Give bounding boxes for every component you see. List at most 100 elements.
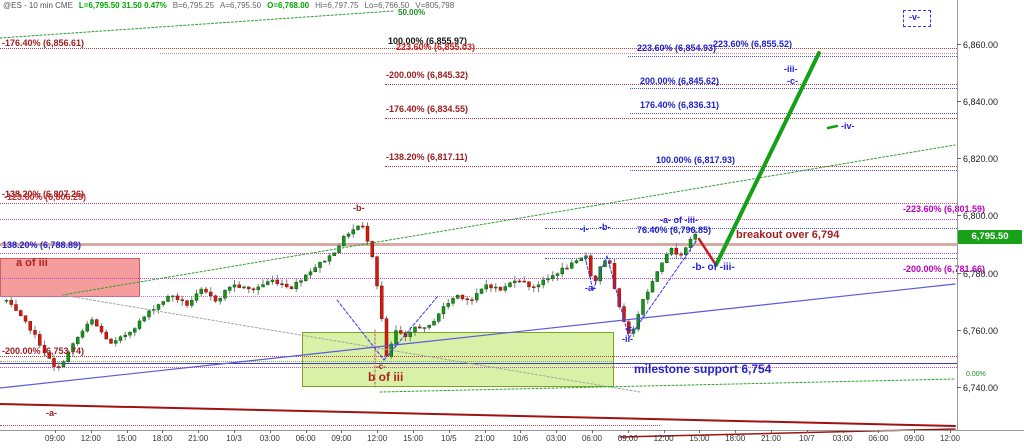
time-tick-mark — [914, 430, 916, 433]
time-tick-mark — [878, 430, 880, 433]
candle-down — [19, 310, 23, 316]
fib-level-line — [160, 53, 957, 54]
fib-label: 223.60% (6,855.52) — [713, 39, 793, 49]
fib-level-line — [628, 56, 957, 57]
candle-down — [185, 300, 189, 306]
wave-label: -i- — [580, 224, 589, 234]
candle-up — [137, 320, 142, 329]
candle-down — [365, 225, 370, 242]
candle-up — [337, 245, 341, 254]
candle-down — [14, 304, 18, 311]
time-tick-mark — [556, 430, 558, 433]
quote-header-segment: A=6,795.50 — [219, 1, 262, 10]
fib-level-line — [0, 361, 612, 362]
candle-up — [351, 229, 355, 235]
breakout-annotation: breakout over 6,794 — [736, 229, 840, 241]
time-tick-mark — [90, 430, 92, 433]
candle-down — [380, 285, 384, 319]
price-tick-label: 6,740.00 — [963, 383, 999, 393]
time-tick-mark — [55, 430, 56, 433]
wave-label: -c- — [787, 76, 798, 86]
candle-up — [294, 281, 298, 290]
candle-down — [617, 288, 621, 307]
fib-label: -138.20% (6,817.11) — [386, 152, 468, 162]
fib-label: 223.60% (6,854.93) — [637, 43, 717, 53]
price-tick-label: 6,800.00 — [963, 211, 999, 221]
candle-up — [166, 296, 170, 302]
candle-down — [275, 279, 279, 284]
time-tick-label: 21:00 — [474, 434, 495, 443]
candle-down — [517, 280, 522, 283]
candle-down — [289, 286, 294, 290]
time-tick-label: 12:00 — [653, 434, 674, 443]
quote-header: @ES - 10 min CME L=6,795.50 31.50 0.47% B=… — [3, 1, 460, 10]
time-tick-mark — [627, 430, 629, 433]
fib-label: 76.40% (6,796.85) — [637, 225, 712, 235]
trend-dotted-line — [628, 239, 698, 339]
candle-up — [427, 324, 431, 328]
trend-line — [0, 403, 956, 427]
time-tick-mark — [771, 430, 772, 433]
time-tick-label: 09:00 — [44, 434, 66, 443]
candle-up — [479, 288, 484, 294]
quote-header-segment: B=6,795.25 — [172, 1, 214, 10]
candle-down — [33, 330, 37, 335]
price-tick-label: 6,760.00 — [963, 326, 999, 336]
time-tick-label: 15:00 — [402, 434, 424, 443]
fib-label: 176.40% (6,836.31) — [640, 100, 720, 110]
time-tick-label: 10/7 — [799, 434, 815, 443]
wave-label: -iii- — [784, 64, 798, 74]
candle-up — [218, 297, 222, 302]
wave-label: b of iii — [368, 370, 404, 384]
candle-up — [641, 299, 645, 315]
candle-up — [513, 280, 517, 284]
last-price-badge: 6,795.50 — [958, 230, 1022, 244]
candle-down — [418, 326, 422, 329]
time-axis-line — [0, 430, 1024, 431]
candle-up — [80, 330, 85, 338]
candle-up — [660, 262, 664, 272]
candle-down — [679, 253, 683, 256]
wave-label: -b- — [353, 203, 365, 213]
candle-up — [156, 304, 161, 310]
candle-up — [655, 271, 659, 282]
time-tick-label: 09:00 — [331, 434, 352, 443]
time-tick-mark — [126, 430, 128, 433]
time-tick-mark — [842, 430, 844, 433]
time-tick-mark — [377, 430, 379, 433]
fib-level-line — [0, 219, 957, 220]
candle-up — [446, 303, 450, 307]
time-tick-label: 03:00 — [832, 434, 853, 443]
fib-level-line — [385, 166, 957, 167]
candle-up — [574, 260, 579, 264]
fib-level-line — [0, 296, 470, 297]
candle-down — [251, 288, 256, 291]
candle-up — [432, 320, 436, 326]
candle-down — [237, 284, 241, 288]
candle-up — [636, 314, 640, 330]
fib-label: 138.20% (6,788.89) — [2, 240, 82, 250]
candle-up — [541, 279, 545, 286]
quote-header-segment: V=805,798 — [415, 1, 455, 10]
candle-up — [441, 306, 446, 315]
time-tick-mark — [806, 430, 808, 433]
candle-up — [555, 273, 560, 276]
fib-label: -176.40% (6,856.61) — [2, 38, 85, 48]
wave-v-selection-box[interactable]: -v- — [903, 10, 931, 27]
quote-header-segment: O=6,768.00 — [267, 1, 310, 10]
candle-down — [95, 319, 99, 327]
time-tick-label: 18:00 — [725, 434, 746, 443]
quote-header-segment: Lo=6,766.50 — [364, 1, 410, 10]
candle-up — [508, 282, 512, 287]
candle-down — [9, 300, 13, 305]
price-tick-mark — [957, 101, 961, 102]
fib-level-line — [0, 278, 957, 279]
candle-up — [152, 309, 156, 312]
fib-level-line — [0, 48, 957, 49]
fib-level-line — [385, 118, 957, 119]
candle-up — [646, 291, 650, 300]
candle-up — [90, 319, 94, 325]
candle-down — [361, 225, 365, 228]
time-tick-label: 12:00 — [939, 434, 961, 443]
